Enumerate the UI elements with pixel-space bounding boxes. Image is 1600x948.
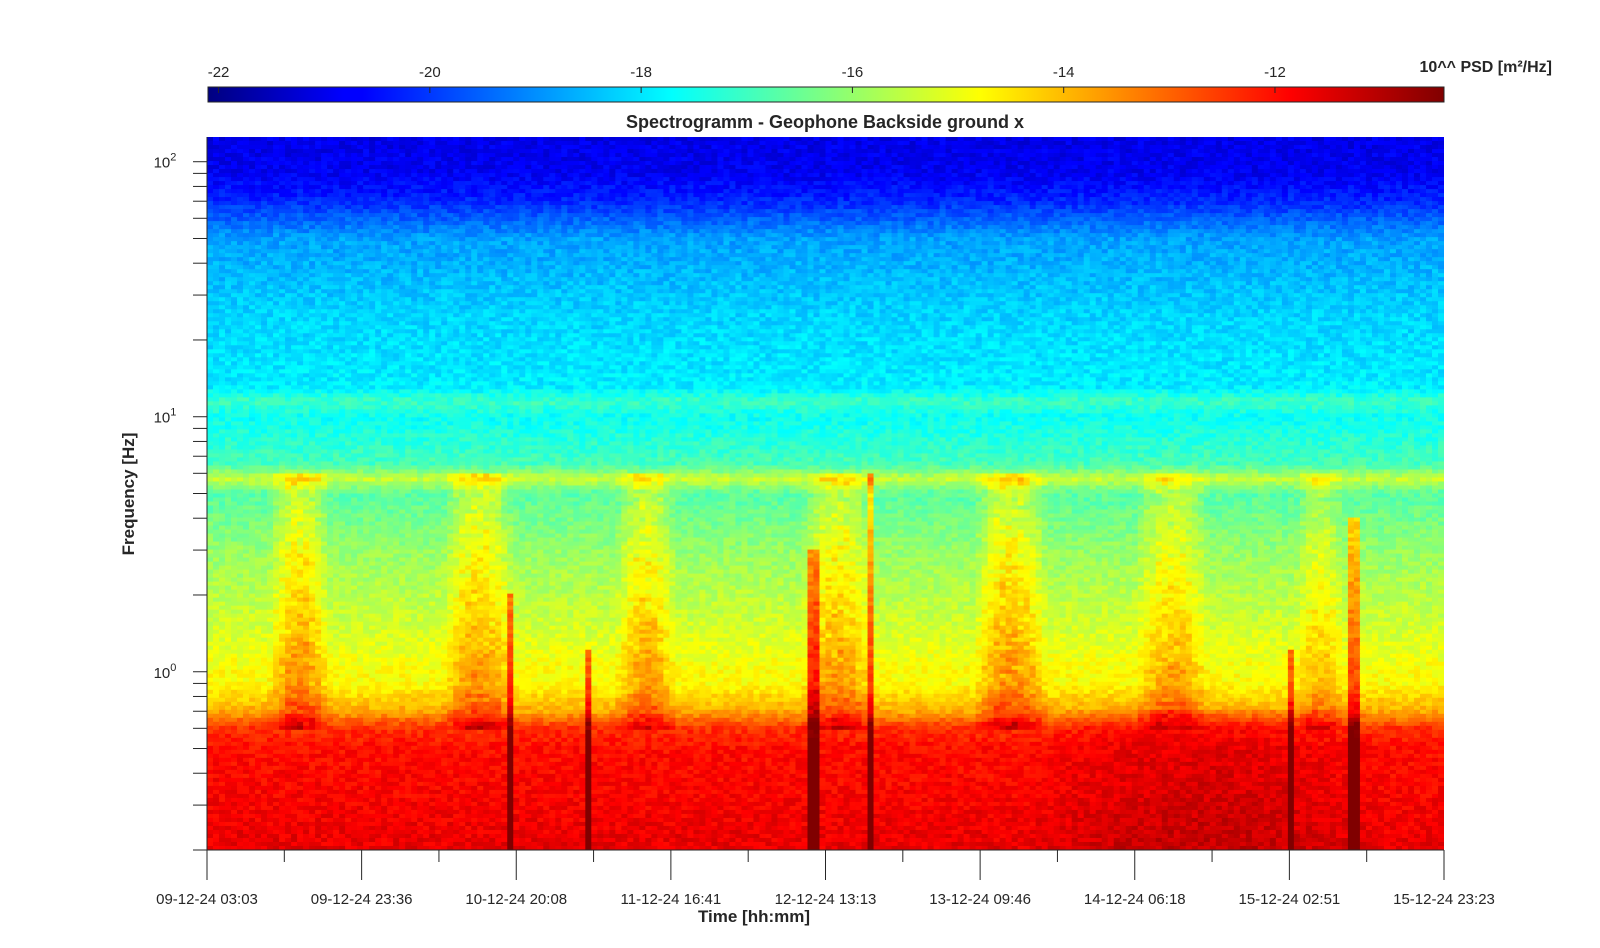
colorbar-tick-label: -16 <box>842 64 864 81</box>
y-tick-label: 101 <box>154 407 177 427</box>
x-tick-label: 11-12-24 16:41 <box>621 891 722 908</box>
chart-title: Spectrogramm - Geophone Backside ground … <box>626 112 1024 132</box>
colorbar-tick-label: -14 <box>1053 64 1075 81</box>
colorbar-label: 10^^ PSD [m²/Hz] <box>1420 59 1552 76</box>
spectrogram-heatmap <box>207 137 1445 851</box>
colorbar-tick-label: -20 <box>419 64 441 81</box>
x-tick-label: 15-12-24 23:23 <box>1393 891 1495 908</box>
x-tick-label: 14-12-24 06:18 <box>1084 891 1186 908</box>
y-minor-ticks <box>193 173 207 850</box>
colorbar-gradient <box>208 87 1444 102</box>
y-tick-label: 100 <box>154 662 177 682</box>
x-tick-label: 13-12-24 09:46 <box>929 891 1031 908</box>
y-axis-title: Frequency [Hz] <box>119 433 138 556</box>
x-tick-label: 09-12-24 03:03 <box>156 891 258 908</box>
colorbar-tick-label: -22 <box>208 64 230 81</box>
colorbar: -22 -20 -18 -16 -14 -12 10^^ PSD [m²/Hz] <box>208 59 1552 102</box>
y-major-ticks: 100 101 102 <box>154 152 207 682</box>
x-ticks: 09-12-24 03:03 09-12-24 23:36 10-12-24 20:… <box>156 850 1495 908</box>
x-axis-title: Time [hh:mm] <box>698 907 810 926</box>
x-tick-label: 10-12-24 20:08 <box>465 891 567 908</box>
y-tick-label: 102 <box>154 152 177 172</box>
x-tick-label: 12-12-24 13:13 <box>775 891 877 908</box>
x-axis: 09-12-24 03:03 09-12-24 23:36 10-12-24 20:… <box>156 850 1495 908</box>
x-tick-label: 09-12-24 23:36 <box>311 891 413 908</box>
x-tick-label: 15-12-24 02:51 <box>1239 891 1341 908</box>
y-axis: 100 101 102 <box>154 137 207 850</box>
colorbar-tick-label: -18 <box>630 64 652 81</box>
colorbar-tick-label: -12 <box>1264 64 1286 81</box>
